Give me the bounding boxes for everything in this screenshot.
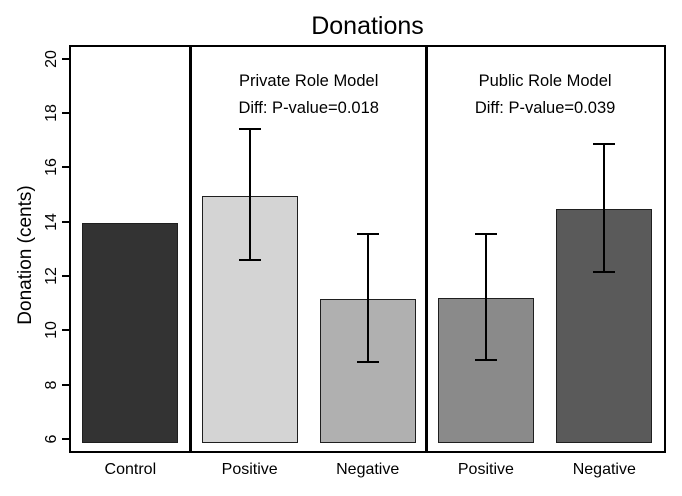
panel-header: Public Role Model [478,72,612,90]
y-tick-label: 16 [43,158,60,177]
y-tick-label: 10 [43,321,60,340]
y-tick-mark [62,112,69,115]
error-bar-cap-bottom [356,360,379,363]
error-bar-cap-top [238,128,261,131]
y-tick-mark [62,220,69,223]
error-bar-line [484,233,487,361]
y-tick-mark [62,166,69,169]
x-axis-label: Negative [336,461,400,478]
error-bar-line [366,233,369,362]
panel-header: Private Role Model [238,72,379,90]
y-tick-mark [62,57,69,60]
y-tick-mark [62,383,69,386]
y-tick-mark [62,275,69,278]
error-bar-cap-top [356,232,379,235]
plot-area-border [69,45,666,453]
panel-divider [189,45,193,452]
x-axis-label: Negative [572,461,636,478]
y-tick-label: 12 [43,267,60,285]
y-tick-label: 8 [43,380,60,390]
error-bar-line [248,129,251,260]
y-tick-label: 20 [43,49,60,68]
panel-divider [425,45,429,452]
bar-control-panel0 [82,223,179,444]
x-axis-label: Positive [221,461,278,478]
error-bar-cap-top [474,232,497,235]
panel-subheader: Diff: P-value=0.039 [474,99,616,117]
y-axis-label: Donation (cents) [15,185,36,325]
x-axis-label: Control [104,461,157,478]
error-bar-cap-bottom [238,258,261,261]
error-bar-cap-bottom [593,270,616,273]
y-tick-label: 6 [43,434,60,444]
y-tick-label: 14 [43,212,60,231]
error-bar-line [603,144,606,272]
error-bar-cap-top [593,143,616,146]
bar-positive-panel1 [201,195,298,444]
y-tick-mark [62,329,69,332]
y-tick-label: 18 [43,104,60,122]
panel-subheader: Diff: P-value=0.018 [238,99,379,117]
y-tick-mark [62,438,69,440]
x-axis-label: Positive [457,461,514,478]
chart-title: Donations [311,12,424,40]
error-bar-cap-bottom [474,359,497,362]
